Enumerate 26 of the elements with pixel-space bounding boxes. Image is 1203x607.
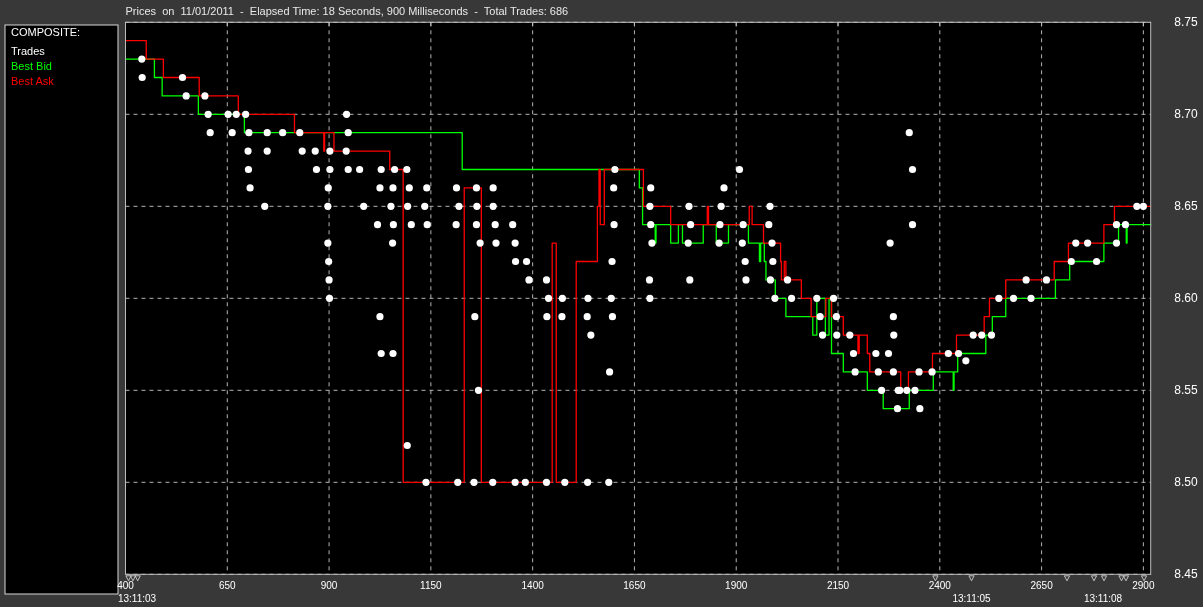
- x-tick-label: 2900: [1132, 580, 1155, 591]
- chart-title: Prices on 11/01/2011 - Elapsed Time: 18 Seconds, 900 Milliseconds - Total Trades: 686: [125, 5, 569, 17]
- y-tick-label: 8.75: [1174, 15, 1198, 30]
- text: Best Bid: [11, 60, 52, 72]
- y-tick-label: 8.45: [1174, 567, 1198, 582]
- x-tick-label: 2650: [1030, 580, 1054, 591]
- x-tick-label: 1900: [725, 580, 748, 591]
- text: 13:11:03: [117, 593, 157, 604]
- y-tick-label: 8.65: [1174, 199, 1198, 214]
- x-tick-label: 2400: [928, 580, 952, 591]
- text: Best Ask: [11, 75, 55, 87]
- x-tick-label: 650: [218, 580, 237, 591]
- x-tick-label: 2150: [826, 580, 850, 591]
- x-tick-label: 1400: [521, 580, 545, 591]
- x-tick-label: 1150: [420, 580, 443, 591]
- legend-title: COMPOSITE:: [11, 26, 81, 38]
- text: 13:11:08: [1083, 593, 1123, 604]
- text: 13:11:05: [952, 593, 992, 604]
- x-tick-label: 900: [320, 580, 338, 591]
- y-tick-label: 8.50: [1174, 475, 1198, 490]
- y-tick-label: 8.60: [1174, 291, 1198, 306]
- y-tick-label: 8.70: [1174, 107, 1198, 122]
- text: Trades: [11, 45, 46, 57]
- x-tick-label: 400: [117, 580, 135, 591]
- x-tick-label: 1650: [623, 580, 646, 591]
- y-tick-label: 8.55: [1174, 383, 1198, 398]
